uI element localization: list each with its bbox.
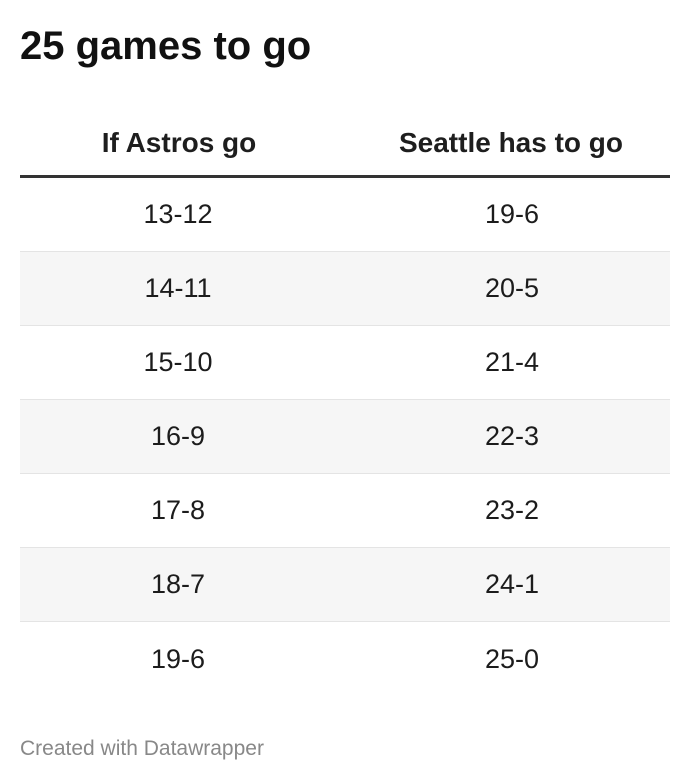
datawrapper-credit-link[interactable]: Created with Datawrapper [20,737,264,760]
seattle-record-cell: 23-2 [484,495,540,525]
table-body: 13-12 19-6 14-11 20-5 15-10 21-4 16-9 22… [20,178,670,696]
astros-record-cell: 15-10 [143,347,213,377]
astros-record-cell: 14-11 [144,273,212,303]
column-header-astros[interactable]: If Astros go [101,126,257,158]
seattle-record-cell: 19-6 [484,199,540,229]
astros-record-cell: 19-6 [150,643,206,674]
scenario-table: If Astros go Seattle has to go 13-12 19-… [20,110,670,696]
table-row: 18-7 24-1 [20,548,670,622]
astros-record-cell: 13-12 [143,199,213,229]
table-row: 15-10 21-4 [20,326,670,400]
table-header: If Astros go Seattle has to go [20,110,670,178]
column-header-seattle[interactable]: Seattle has to go [398,126,624,158]
table-row: 17-8 23-2 [20,474,670,548]
table-row: 19-6 25-0 [20,622,670,696]
table-row: 14-11 20-5 [20,252,670,326]
astros-record-cell: 16-9 [150,421,206,451]
seattle-record-cell: 20-5 [484,273,540,303]
astros-record-cell: 18-7 [150,569,206,599]
astros-record-cell: 17-8 [150,495,206,525]
table-row: 16-9 22-3 [20,400,670,474]
table-row: 13-12 19-6 [20,178,670,252]
seattle-record-cell: 25-0 [484,643,540,674]
seattle-record-cell: 21-4 [484,347,540,377]
seattle-record-cell: 24-1 [484,569,540,599]
seattle-record-cell: 22-3 [484,421,540,451]
page-title: 25 games to go [20,24,312,68]
